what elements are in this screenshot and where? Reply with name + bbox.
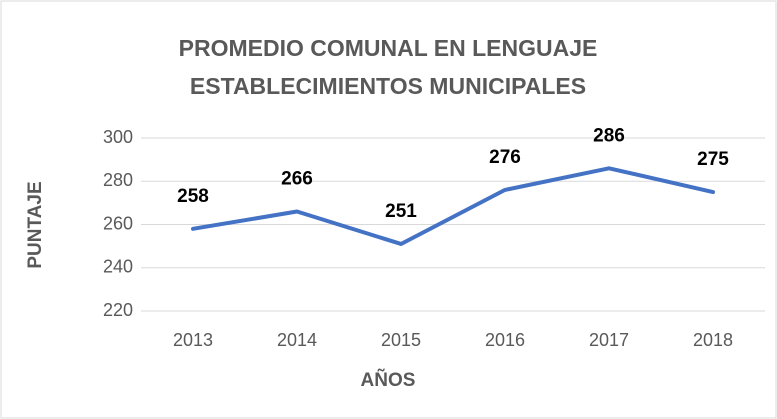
x-tick-label: 2016 — [485, 330, 525, 350]
y-tick-label: 300 — [103, 127, 133, 147]
x-tick-label: 2015 — [381, 330, 421, 350]
chart-title: ESTABLECIMIENTOS MUNICIPALES — [190, 73, 586, 99]
x-tick-label: 2018 — [693, 330, 733, 350]
data-label: 266 — [281, 169, 313, 190]
y-tick-label: 260 — [103, 213, 133, 233]
data-label: 251 — [385, 201, 417, 222]
data-label: 258 — [177, 186, 209, 207]
y-tick-label: 280 — [103, 170, 133, 190]
data-label: 286 — [593, 125, 625, 146]
data-label: 276 — [489, 147, 521, 168]
x-tick-label: 2014 — [277, 330, 317, 350]
x-tick-label: 2017 — [589, 330, 629, 350]
line — [191, 166, 715, 246]
x-axis-title: AÑOS — [361, 369, 416, 391]
y-tick-label: 220 — [103, 300, 133, 320]
y-tick-label: 240 — [103, 257, 133, 277]
y-axis-title: PUNTAJE — [25, 181, 46, 268]
chart-title: PROMEDIO COMUNAL EN LENGUAJE — [179, 35, 598, 61]
data-label: 275 — [697, 149, 729, 170]
x-tick-label: 2013 — [173, 330, 213, 350]
